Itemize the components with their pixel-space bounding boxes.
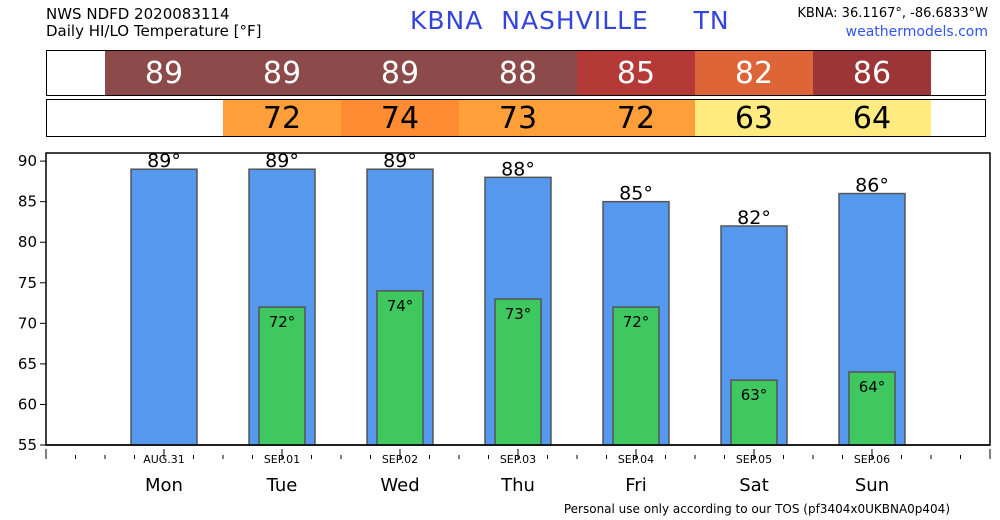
high-cell-mon: 89 bbox=[105, 51, 223, 95]
high-bar bbox=[130, 168, 198, 446]
chart-title: Daily HI/LO Temperature [°F] bbox=[46, 22, 262, 40]
y-tick-label: 55 bbox=[18, 436, 37, 454]
low-bar bbox=[494, 298, 542, 446]
low-value-label: 72° bbox=[269, 313, 296, 331]
low-cell-sat: 63 bbox=[695, 100, 813, 136]
date-label: SEP.01 bbox=[264, 453, 300, 466]
model-run-title: NWS NDFD 2020083114 bbox=[46, 5, 230, 23]
station-name: KBNA NASHVILLE TN bbox=[410, 6, 730, 35]
day-label: Wed bbox=[380, 475, 419, 496]
low-value-label: 63° bbox=[741, 386, 768, 404]
date-label: SEP.02 bbox=[382, 453, 418, 466]
high-temperature-strip: 89 89 89 88 85 82 86 bbox=[46, 50, 986, 96]
high-value-label: 89° bbox=[265, 150, 299, 172]
y-tick-label: 80 bbox=[18, 233, 37, 251]
high-value-label: 85° bbox=[619, 183, 653, 205]
day-label: Sat bbox=[739, 475, 769, 496]
low-cell-sun: 64 bbox=[813, 100, 931, 136]
high-cell-sun: 86 bbox=[813, 51, 931, 95]
high-value-label: 89° bbox=[383, 150, 417, 172]
low-temperature-strip: 72 74 73 72 63 64 bbox=[46, 99, 986, 137]
date-label: AUG.31 bbox=[143, 453, 185, 466]
low-cell-fri: 72 bbox=[577, 100, 695, 136]
day-label: Thu bbox=[500, 475, 535, 496]
low-value-label: 73° bbox=[505, 305, 532, 323]
day-label: Sun bbox=[855, 475, 889, 496]
low-cell-wed: 74 bbox=[341, 100, 459, 136]
high-value-label: 86° bbox=[855, 175, 889, 197]
high-value-label: 82° bbox=[737, 207, 771, 229]
high-cell-sat: 82 bbox=[695, 51, 813, 95]
low-value-label: 74° bbox=[387, 297, 414, 315]
y-tick-label: 60 bbox=[18, 395, 37, 413]
low-value-label: 64° bbox=[859, 378, 886, 396]
y-tick-label: 90 bbox=[18, 152, 37, 170]
low-value-label: 72° bbox=[623, 313, 650, 331]
y-tick-label: 75 bbox=[18, 274, 37, 292]
low-bar bbox=[730, 379, 778, 446]
low-cell-tue: 72 bbox=[223, 100, 341, 136]
high-value-label: 89° bbox=[147, 150, 181, 172]
high-cell-fri: 85 bbox=[577, 51, 695, 95]
site-link[interactable]: weathermodels.com bbox=[845, 24, 988, 40]
station-coordinates: KBNA: 36.1167°, -86.6833°W bbox=[797, 6, 988, 21]
day-label: Tue bbox=[266, 475, 298, 496]
low-cell-thu: 73 bbox=[459, 100, 577, 136]
high-cell-thu: 88 bbox=[459, 51, 577, 95]
day-label: Fri bbox=[625, 475, 646, 496]
low-bar bbox=[612, 306, 660, 446]
date-label: SEP.03 bbox=[500, 453, 536, 466]
high-cell-wed: 89 bbox=[341, 51, 459, 95]
high-value-label: 88° bbox=[501, 158, 535, 180]
high-cell-tue: 89 bbox=[223, 51, 341, 95]
date-label: SEP.06 bbox=[854, 453, 890, 466]
date-label: SEP.05 bbox=[736, 453, 772, 466]
day-label: Mon bbox=[145, 475, 183, 496]
y-tick-label: 70 bbox=[18, 314, 37, 332]
footer-note: Personal use only according to our TOS (… bbox=[563, 502, 950, 516]
y-tick-label: 65 bbox=[18, 355, 37, 373]
low-bar bbox=[848, 371, 896, 446]
date-label: SEP.04 bbox=[618, 453, 654, 466]
y-tick-label: 85 bbox=[18, 193, 37, 211]
